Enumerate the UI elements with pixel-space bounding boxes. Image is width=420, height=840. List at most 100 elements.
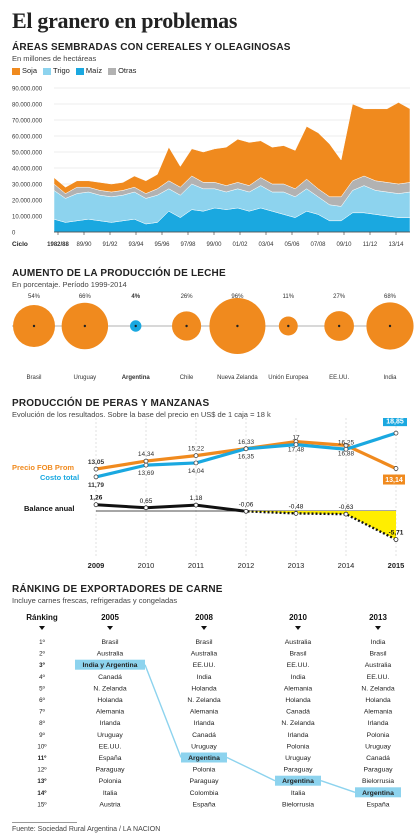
table-column-header: Ránking bbox=[26, 613, 58, 622]
area-y-tick-label: 40.000.000 bbox=[12, 167, 43, 173]
area-chart: 0 10.000.000 20.000.000 30.000.000 40.000.00… bbox=[12, 87, 411, 248]
area-y-tick-label: 70.000.000 bbox=[12, 119, 43, 125]
bubble-value-label: 26% bbox=[181, 294, 194, 300]
fob-value-label: 17,48 bbox=[288, 447, 305, 454]
table-country-cell: Paraguay bbox=[95, 767, 125, 774]
cost-point bbox=[93, 474, 99, 480]
table-highlight-cell bbox=[275, 775, 321, 786]
balance-point bbox=[143, 505, 149, 511]
series-label-balance: Balance anual bbox=[24, 504, 74, 513]
area-chart-title: ÁREAS SEMBRADAS CON CEREALES Y OLEAGINOS… bbox=[12, 42, 291, 53]
milk-bubble-chart: 54% Brasil 66% Uruguay 4% Argentina 26% Chile 96… bbox=[12, 294, 414, 381]
table-column-header: 2005 bbox=[101, 613, 119, 622]
table-country-cell: Brasil bbox=[102, 639, 119, 646]
cost-point bbox=[143, 462, 149, 468]
cost-point bbox=[293, 442, 299, 447]
table-country-cell: Colombia bbox=[190, 790, 219, 797]
area-x-tick-label: 91/92 bbox=[102, 242, 118, 248]
meat-ranking-table: Ránking 2005 2008 2010 2013 1º Brasil Brasil Aus… bbox=[26, 613, 401, 808]
table-country-cell: Polonia bbox=[193, 767, 216, 774]
table-column-header: 2008 bbox=[195, 613, 213, 622]
table-rank-cell: 3º bbox=[39, 662, 45, 669]
area-x-tick-label: 05/06 bbox=[284, 242, 300, 248]
table-country-cell: India bbox=[197, 674, 212, 681]
legend-item-maíz: Maíz bbox=[75, 66, 102, 75]
table-country-cell: Canadá bbox=[192, 732, 216, 739]
area-x-axis-label: Ciclo bbox=[12, 241, 28, 248]
table-column-header: 2010 bbox=[289, 613, 307, 622]
table-country-cell: Polonia bbox=[287, 743, 310, 750]
table-rank-cell: 12º bbox=[37, 767, 47, 774]
fob-value-label: 13,05 bbox=[88, 459, 105, 466]
area-x-tick-label: 13/14 bbox=[388, 242, 404, 248]
table-country-cell: Italia bbox=[291, 790, 306, 797]
table-rank-cell: 5º bbox=[39, 685, 45, 692]
table-country-cell: Argentina bbox=[282, 778, 314, 785]
bubble-value-label: 54% bbox=[28, 294, 41, 300]
table-rank-cell: 4º bbox=[39, 674, 45, 681]
fob-point bbox=[143, 458, 149, 464]
area-y-tick-label: 30.000.000 bbox=[12, 183, 43, 189]
table-highlight-cell bbox=[355, 787, 401, 798]
table-country-cell: Paraguay bbox=[283, 767, 313, 774]
line-x-tick-label: 2015 bbox=[388, 561, 405, 570]
table-country-cell: Alemania bbox=[284, 685, 313, 692]
table-country-cell: India y Argentina bbox=[83, 662, 138, 669]
area-chart-subtitle: En millones de hectáreas bbox=[12, 54, 97, 63]
table-country-cell: Paraguay bbox=[189, 778, 219, 785]
table-country-cell: N. Zelanda bbox=[93, 685, 126, 692]
bubble-category-label: EE.UU. bbox=[329, 375, 349, 381]
table-rank-cell: 6º bbox=[39, 697, 45, 704]
table-country-cell: España bbox=[192, 801, 215, 808]
area-x-tick-label: 09/10 bbox=[336, 242, 352, 248]
table-country-cell: Uruguay bbox=[285, 755, 311, 762]
area-x-tick-label: 97/98 bbox=[180, 242, 196, 248]
bubble-category-label: Brasil bbox=[26, 375, 41, 381]
fob-value-label: 13,14 bbox=[385, 477, 403, 484]
area-x-tick-label: 99/00 bbox=[206, 242, 222, 248]
table-country-cell: Australia bbox=[285, 639, 312, 646]
legend-swatch bbox=[75, 67, 84, 75]
table-column-header: 2013 bbox=[369, 613, 387, 622]
table-rank-cell: 10º bbox=[37, 743, 47, 750]
bubble-value-label: 11% bbox=[282, 294, 294, 300]
area-y-tick-label: 80.000.000 bbox=[12, 103, 43, 109]
table-rank-cell: 8º bbox=[39, 720, 45, 727]
table-rank-cell: 9º bbox=[39, 732, 45, 739]
table-country-cell: N. Zelanda bbox=[187, 697, 220, 704]
area-chart-legend: Soja Trigo Maíz Otras bbox=[12, 66, 136, 75]
area-x-tick-label: 01/02 bbox=[232, 242, 248, 248]
milk-chart-title: AUMENTO DE LA PRODUCCIÓN DE LECHE bbox=[12, 268, 226, 279]
area-x-tick-label: 03/04 bbox=[258, 242, 274, 248]
balance-value-label: 1,18 bbox=[190, 495, 203, 502]
table-country-cell: España bbox=[366, 801, 389, 808]
area-y-tick-label: 90.000.000 bbox=[12, 87, 43, 93]
cost-value-label: 16,25 bbox=[338, 439, 355, 446]
table-country-cell: Australia bbox=[97, 651, 124, 658]
table-header-arrow bbox=[39, 626, 45, 630]
cost-value-label: 16,33 bbox=[238, 439, 255, 446]
balance-negative-area bbox=[243, 511, 396, 540]
table-highlight-cell bbox=[75, 659, 145, 670]
bubble-center-dot bbox=[83, 324, 87, 328]
area-y-tick-label: 50.000.000 bbox=[12, 151, 43, 157]
bubble-center-dot bbox=[185, 324, 188, 328]
table-country-cell: Austria bbox=[99, 801, 120, 808]
area-x-tick-label: 11/12 bbox=[363, 242, 378, 248]
table-country-cell: Polonia bbox=[99, 778, 122, 785]
table-country-cell: N. Zelanda bbox=[281, 720, 314, 727]
bubble-center-dot bbox=[32, 324, 36, 328]
bubble-category-label: Unión Europea bbox=[268, 375, 309, 381]
table-country-cell: Alemania bbox=[96, 709, 125, 716]
legend-swatch bbox=[108, 67, 117, 75]
table-country-cell: Alemania bbox=[190, 709, 219, 716]
cost-point bbox=[193, 460, 199, 466]
table-country-cell: Canadá bbox=[286, 709, 310, 716]
milk-chart-subtitle: En porcentaje. Período 1999-2014 bbox=[12, 280, 127, 289]
table-country-cell: N. Zelanda bbox=[361, 685, 394, 692]
balance-point bbox=[343, 511, 349, 517]
series-label-fob: Precio FOB Prom bbox=[12, 463, 74, 472]
meat-table-title: RÁNKING DE EXPORTADORES DE CARNE bbox=[12, 584, 223, 595]
bubble-center-dot bbox=[134, 324, 137, 328]
